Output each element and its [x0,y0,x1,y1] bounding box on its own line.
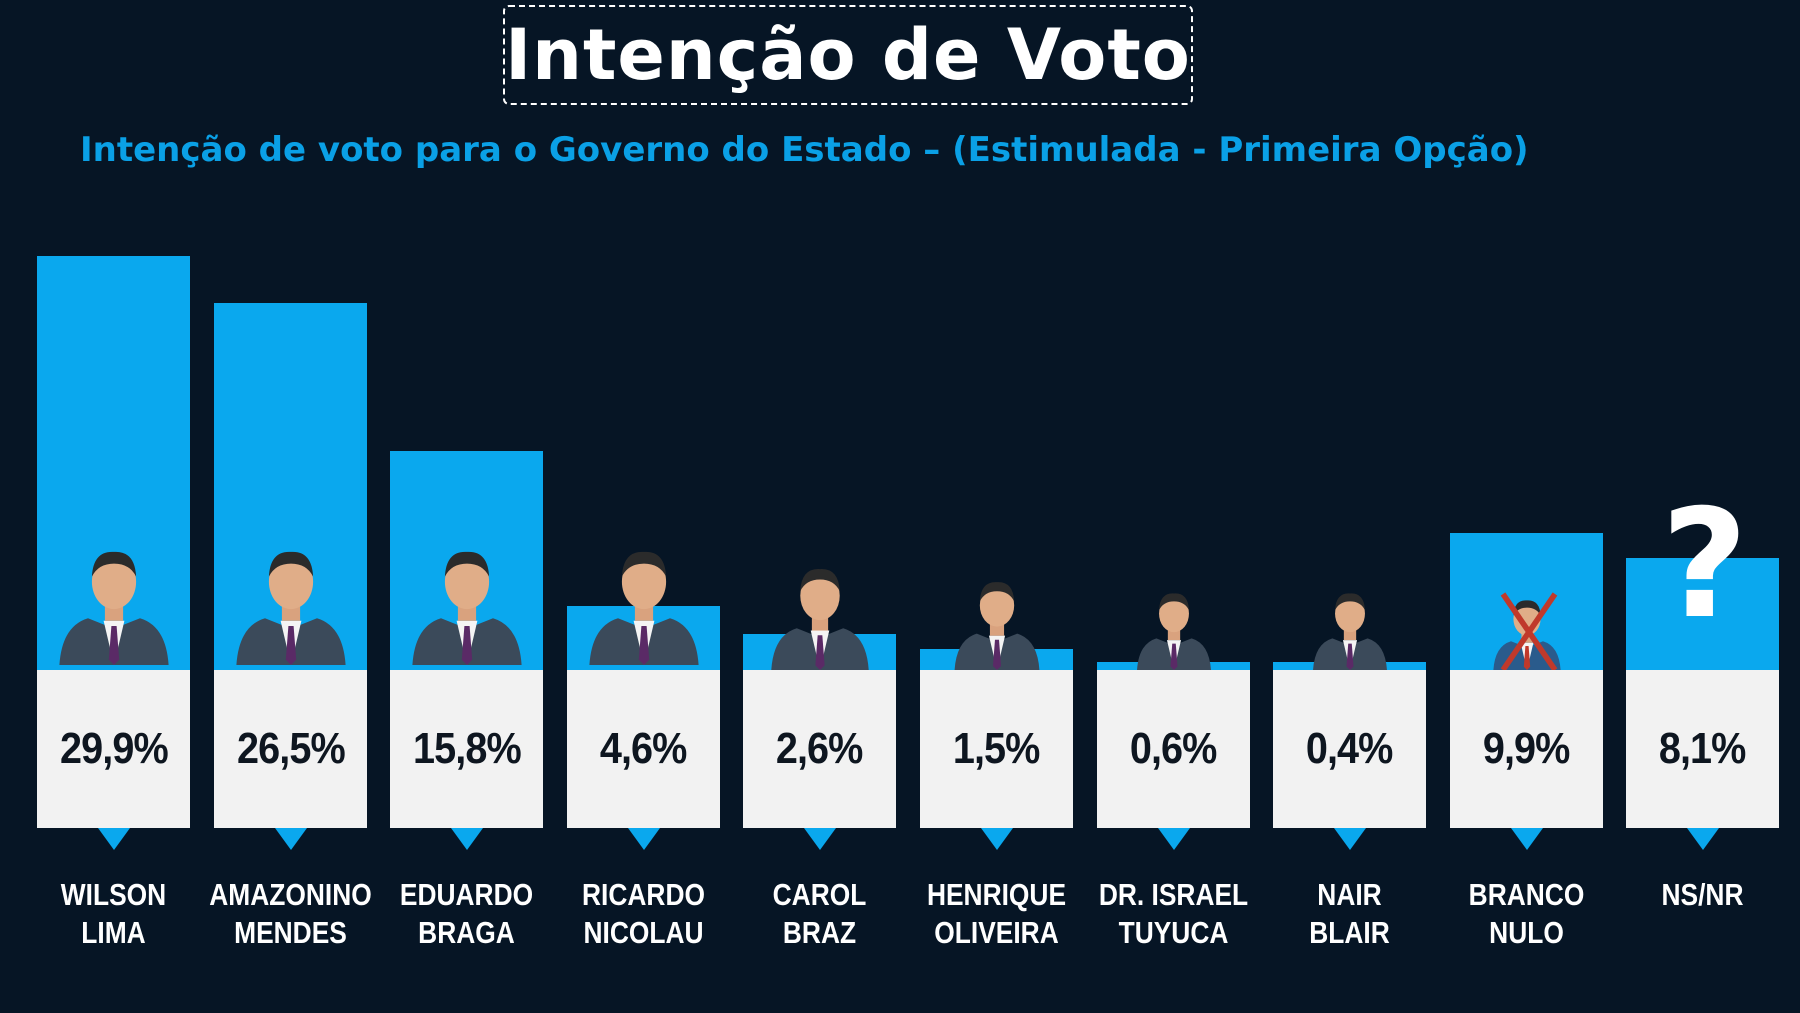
pointer-arrow [450,828,483,850]
category-label: AMAZONINO MENDES [194,876,387,952]
pointer-arrow [627,828,660,850]
category-label: DR. ISRAEL TUYUCA [1077,876,1270,952]
category-label-line: OLIVEIRA [934,915,1059,950]
category-label: HENRIQUE OLIVEIRA [900,876,1093,952]
category-label: EDUARDO BRAGA [370,876,563,952]
value-card: 0,6% [1097,670,1250,828]
data-label: 8,1% [1659,724,1747,773]
category-label-line: RICARDO [582,877,705,912]
value-card: 8,1% [1626,670,1779,828]
category-label-line: BRAZ [782,915,857,950]
candidate-photo [402,530,532,670]
candidate-photo [1109,582,1239,670]
candidate-photo [932,569,1062,670]
value-card: 2,6% [743,670,896,828]
category-label: BRANCO NULO [1430,876,1623,952]
candidate-photo [1285,582,1415,670]
candidate-photo [49,530,179,670]
value-card: 4,6% [567,670,720,828]
pointer-arrow [274,828,307,850]
data-label: 15,8% [412,724,522,773]
category-label-line: NAIR [1317,877,1382,912]
value-card: 29,9% [37,670,190,828]
data-label: 26,5% [236,724,346,773]
pointer-arrow [97,828,130,850]
value-card: 1,5% [920,670,1073,828]
value-card: 15,8% [390,670,543,828]
candidate-photo [226,530,356,670]
pointer-arrow [1333,828,1366,850]
category-label: NS/NR [1606,876,1799,914]
category-label-line: CAROL [772,877,867,912]
question-mark-icon: ? [1661,478,1749,652]
bar [1626,558,1779,670]
category-label-line: EDUARDO [399,877,534,912]
pointer-arrow [803,828,836,850]
data-label: 29,9% [59,724,169,773]
category-label-line: BRANCO [1468,877,1585,912]
category-label-line: AMAZONINO [209,877,372,912]
data-label: 9,9% [1483,724,1571,773]
pointer-arrow [980,828,1013,850]
category-label-line: BRAGA [418,915,515,950]
data-label: 1,5% [953,724,1041,773]
category-label-line: HENRIQUE [926,877,1067,912]
pointer-arrow [1510,828,1543,850]
category-label-line: NICOLAU [583,915,704,950]
pointer-arrow [1686,828,1719,850]
category-label-line: DR. ISRAEL [1098,877,1249,912]
category-label: WILSON LIMA [17,876,210,952]
chart-subtitle: Intenção de voto para o Governo do Estad… [80,130,1529,170]
crossed-person-icon [1462,590,1592,672]
data-label: 0,4% [1306,724,1394,773]
data-label: 4,6% [600,724,688,773]
candidate-photo [755,554,885,670]
category-label-line: NS/NR [1661,877,1744,912]
candidate-photo [579,530,709,670]
value-card: 9,9% [1450,670,1603,828]
category-label: NAIR BLAIR [1253,876,1446,952]
category-label: RICARDO NICOLAU [547,876,740,952]
data-label: 2,6% [776,724,864,773]
value-card: 0,4% [1273,670,1426,828]
category-label-line: WILSON [60,877,167,912]
value-card: 26,5% [214,670,367,828]
category-label-line: LIMA [81,915,146,950]
category-label-line: NULO [1489,915,1564,950]
category-label-line: TUYUCA [1118,915,1229,950]
chart-title: Intenção de Voto [505,14,1191,96]
title-box: Intenção de Voto [503,5,1193,105]
category-label-line: BLAIR [1309,915,1390,950]
pointer-arrow [1157,828,1190,850]
data-label: 0,6% [1130,724,1218,773]
category-label-line: MENDES [234,915,347,950]
category-label: CAROL BRAZ [723,876,916,952]
